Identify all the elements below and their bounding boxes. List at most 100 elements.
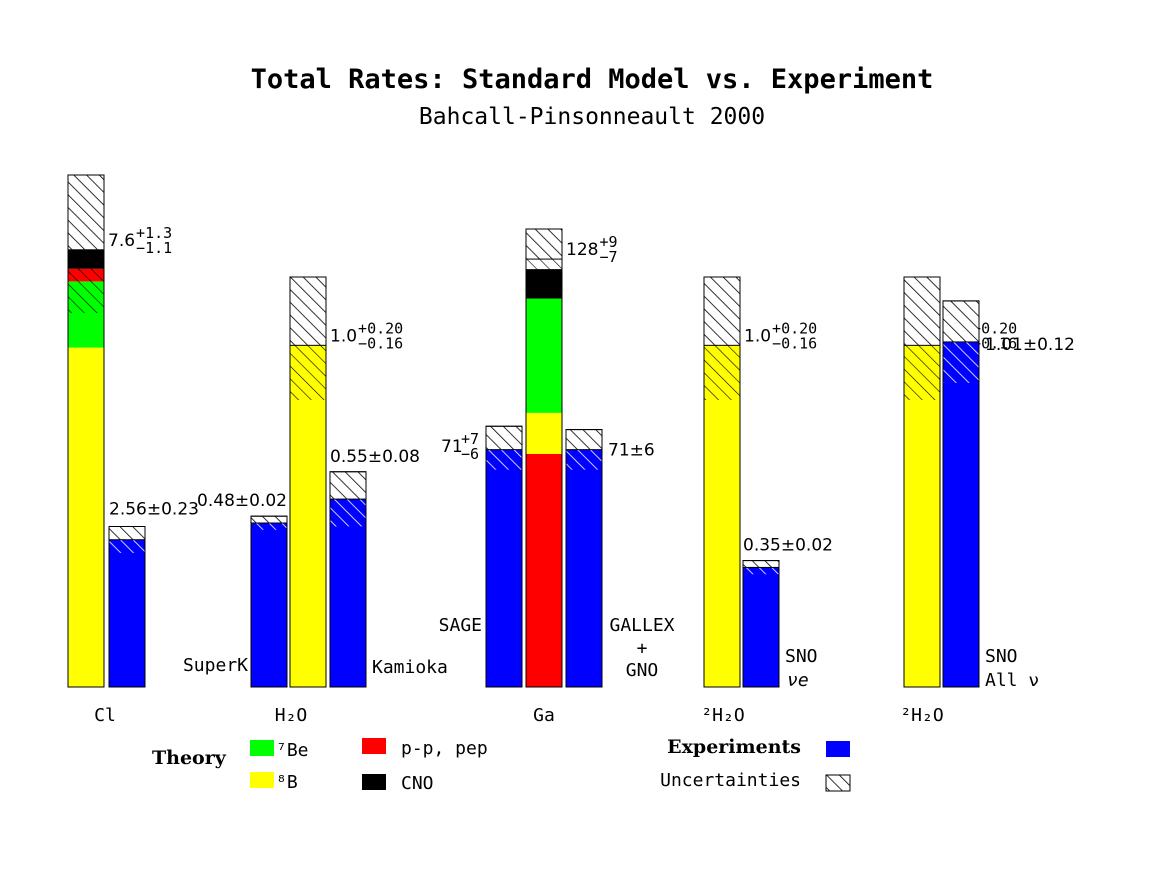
legend-swatch-pp-pep [362, 738, 386, 754]
experiment-uncertainty-upper [942, 300, 980, 343]
theory-segment-8b [904, 345, 940, 687]
legend-uncertainties-label: Uncertainties [660, 770, 801, 791]
theory-label-sub: −1.1 [136, 239, 172, 257]
experiment-name-line3: GNO [626, 660, 659, 681]
theory-uncertainty-lower [68, 249, 104, 314]
chart-subtitle: Bahcall-Pinsonneault 2000 [419, 104, 765, 130]
target-label: ²H₂O [701, 705, 744, 726]
theory-segment-8b [526, 412, 562, 454]
theory-label-sup: +9 [599, 233, 617, 251]
experiment-uncertainty-upper [565, 429, 603, 451]
experiment-name-line1: SNO [985, 646, 1018, 667]
theory-label: 1.0+0.20−0.16 [744, 319, 817, 352]
legend-theory-title: Theory [152, 747, 227, 769]
experiment-bar [743, 567, 779, 687]
legend-swatch-b8 [250, 772, 274, 788]
experiment-name-line2: + [637, 638, 648, 659]
theory-label-value: 1.0 [744, 326, 771, 346]
experiment-sup: +7 [461, 430, 479, 448]
theory-uncertainty-lower [526, 259, 562, 270]
experiment-name-line2: νe [787, 670, 809, 691]
theory-label-sup: +0.20 [358, 319, 403, 337]
theory-label-sub: −0.16 [972, 334, 1017, 352]
theory-uncertainty-upper [67, 174, 105, 251]
experiment-bar-outline [942, 300, 980, 688]
theory-uncertainty-lower [704, 345, 740, 400]
theory-label: 1.0+0.20−0.16 [330, 319, 403, 352]
experiment-uncertainty-lower [109, 539, 145, 553]
experiment-uncertainty-lower [943, 341, 979, 383]
experiment-uncertainty-lower [486, 449, 522, 470]
theory-segment-cno [526, 269, 562, 299]
theory-label: 7.6 +1.3−1.1 [108, 224, 172, 257]
experiment-name-line2: All ν [985, 670, 1039, 691]
experiment-bar [109, 539, 145, 687]
experiment-sub: −6 [461, 445, 479, 463]
experiment-bar-outline [742, 560, 780, 688]
theory-bar-outline [525, 228, 563, 688]
theory-label-sub: −7 [599, 248, 617, 266]
theory-uncertainty-upper [903, 276, 941, 346]
experiment-name: SAGE [439, 615, 482, 636]
theory-label-value: 128 [566, 240, 598, 260]
theory-segment-8b [704, 345, 740, 687]
experiment-value-label: 71±6 [608, 441, 655, 461]
theory-label-sub: −0.16 [772, 334, 817, 352]
experiment-uncertainty-upper [485, 425, 523, 451]
experiment-name-line1: SNO [785, 646, 818, 667]
experiment-name: SuperK [183, 655, 248, 676]
legend-swatch-cno [362, 774, 386, 790]
theory-label-sup: +0.20 [972, 319, 1017, 337]
experiment-uncertainty-upper [742, 560, 780, 568]
theory-bar-outline [703, 276, 741, 688]
theory-uncertainty-upper [703, 276, 741, 346]
legend-label-cno: CNO [401, 773, 434, 794]
experiment-name-line1: GALLEX [609, 615, 674, 636]
experiment-bar-outline [250, 515, 288, 688]
target-label: ²H₂O [900, 705, 943, 726]
theory-label-sub: −0.16 [358, 334, 403, 352]
theory-segment-7be [526, 298, 562, 413]
experiment-bar-outline [329, 471, 367, 688]
legend-label-be7: ⁷Be [276, 740, 309, 761]
experiment-uncertainty-lower [330, 499, 366, 527]
target-label: H₂O [275, 705, 308, 726]
experiment-value-label: 0.35±0.02 [743, 536, 833, 556]
theory-segment-8b [290, 345, 326, 687]
experiment-value-label: 2.56±0.23 [109, 499, 199, 519]
experiment-uncertainty-upper [250, 515, 288, 524]
target-label: Cl [94, 705, 116, 726]
experiment-value-label: 0.48±0.02 [197, 491, 287, 511]
chart-title: Total Rates: Standard Model vs. Experime… [251, 64, 934, 95]
experiment-bar-outline [108, 525, 146, 688]
experiment-bar [943, 341, 979, 687]
legend-label-pp-pep: p-p, pep [401, 738, 488, 759]
experiment-value-label: 71+7−6 [441, 430, 479, 463]
theory-uncertainty-upper [289, 276, 327, 346]
theory-uncertainty-lower [904, 345, 940, 400]
experiment-bar [486, 449, 522, 687]
theory-segment-8b [68, 347, 104, 687]
experiment-uncertainty-lower [566, 449, 602, 470]
theory-label: 128 +9−7 [566, 233, 618, 266]
experiment-bar [251, 523, 287, 687]
theory-label-value: 1.0 [330, 326, 357, 346]
experiment-bar-outline [565, 429, 603, 688]
experiment-value-label: 1.01±0.12 [985, 335, 1075, 355]
theory-bar-outline [289, 276, 327, 688]
experiment-uncertainty-upper [108, 525, 146, 541]
experiment-uncertainty-upper [329, 471, 367, 500]
experiment-value: 71 [441, 437, 463, 457]
experiment-uncertainty-lower [743, 567, 779, 575]
theory-uncertainty-lower [290, 345, 326, 400]
experiment-bar [566, 449, 602, 687]
experiment-value-label: 0.55±0.08 [330, 447, 420, 467]
theory-label-value: 7.6 [108, 231, 135, 251]
experiment-uncertainty-lower [251, 523, 287, 530]
target-label: Ga [533, 705, 555, 726]
legend-swatch-experiments [826, 741, 850, 757]
theory-bar-outline [67, 174, 105, 688]
experiment-name: Kamioka [372, 657, 448, 678]
legend-label-b8: ⁸B [276, 772, 298, 793]
